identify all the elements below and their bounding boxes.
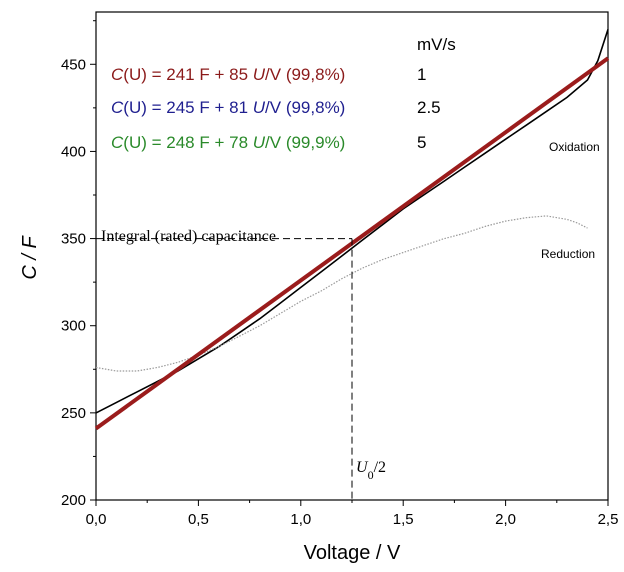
legend-rate: 5 (417, 133, 426, 152)
reduction-label: Reduction (541, 247, 595, 261)
u0-label-main: U (356, 459, 369, 476)
y-tick-label: 450 (61, 56, 86, 73)
legend: C(U) = 241 F + 85 U/V (99,8%) 1 C(U) = 245… (111, 65, 441, 152)
u0-label-sub: 0 (368, 468, 374, 482)
y-tick-label: 250 (61, 405, 86, 422)
x-tick-label: 2,0 (495, 511, 516, 528)
y-tick-label: 350 (61, 231, 86, 248)
legend-entry: C(U) = 248 F + 78 U/V (99,9%) (111, 133, 345, 152)
x-tick-label: 0,0 (86, 511, 107, 528)
y-tick-label: 300 (61, 318, 86, 335)
x-tick-label: 2,5 (598, 511, 619, 528)
y-tick-label: 200 (61, 492, 86, 509)
u0-half-label: U0/2 (356, 459, 386, 482)
legend-rate: 2.5 (417, 98, 441, 117)
oxidation-label: Oxidation (549, 140, 600, 154)
y-axis-label: C / F (19, 235, 41, 280)
series-oxidation (95, 29, 609, 414)
legend-title: mV/s (417, 35, 456, 54)
integral-capacitance-label: Integral (rated) capacitance (101, 228, 276, 245)
x-axis-label: Voltage / V (304, 542, 401, 564)
legend-entry: C(U) = 245 F + 81 U/V (99,8%) (111, 98, 345, 117)
x-tick-label: 0,5 (188, 511, 209, 528)
x-axis-ticks: 0,0 0,5 1,0 1,5 2,0 2,5 (86, 500, 619, 528)
u0-label-rest: /2 (374, 459, 386, 476)
legend-rate: 1 (417, 65, 426, 84)
legend-entry: C(U) = 241 F + 85 U/V (99,8%) (111, 65, 345, 84)
x-tick-label: 1,5 (393, 511, 414, 528)
x-tick-label: 1,0 (290, 511, 311, 528)
y-tick-label: 400 (61, 143, 86, 160)
y-axis-ticks: 200 250 300 350 400 450 (61, 20, 96, 509)
